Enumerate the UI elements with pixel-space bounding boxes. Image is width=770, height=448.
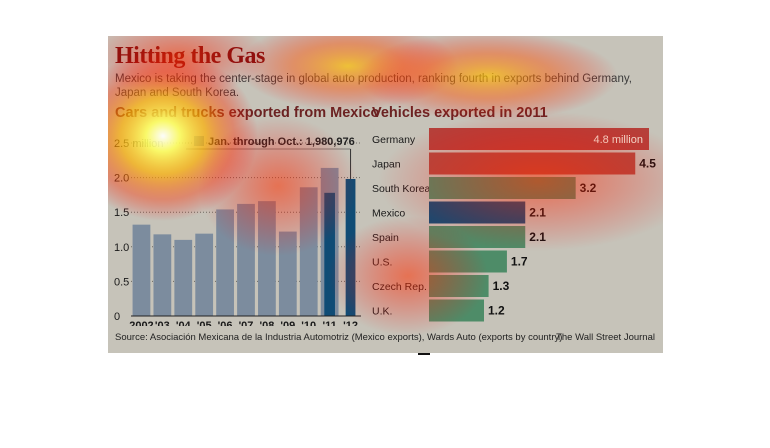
y-tick-label: 0.5 [114,276,129,288]
y-tick-label: 1.0 [114,242,129,254]
bottom-marker [418,353,430,355]
bar-jan-oct [324,192,335,316]
x-tick-label: '09 [280,320,295,326]
x-tick-label: '04 [176,320,192,326]
x-tick-label: '06 [218,320,233,326]
category-label: Mexico [372,208,405,220]
bar-full-year [237,203,255,316]
value-label: 4.8 million [593,134,643,146]
bar-full-year [153,234,172,316]
x-tick-label: '11 [323,320,337,326]
value-label: 1.2 [488,304,505,318]
bar-u-k [429,299,484,322]
x-tick-label: 2002 [129,320,153,326]
right-chart-title: Vehicles exported in 2011 [372,105,548,121]
bar-full-year [299,187,318,316]
value-label: 2.1 [529,206,546,220]
credit: The Wall Street Journal [556,332,655,343]
value-label: 1.3 [493,279,510,293]
legend-swatch [194,136,204,146]
source-note: Source: Asociación Mexicana de la Indust… [115,332,563,343]
bar-spain [429,226,526,248]
bar-full-year [278,231,297,316]
bar-full-year [174,239,193,316]
x-tick-label: '12 [343,320,358,326]
category-label: South Korea [372,183,431,195]
country-exports-bar-chart: Germany 4.8 million Japan 4.5 South Korea 3.2… [372,128,656,322]
headline: Hitting the Gas [115,43,265,69]
bar-mexico [429,201,526,224]
y-tick-label: 0 [114,311,120,323]
category-label: U.K. [372,306,392,318]
y-tick-label: 2.5 million [114,138,164,150]
bar-full-year [258,201,276,316]
bar-full-year [132,224,151,316]
x-tick-label: '08 [259,320,274,326]
value-label: 3.2 [580,181,597,195]
annotation-label: Jan. through Oct.: 1,980,976 [208,136,355,148]
category-label: Czech Rep. [372,281,427,293]
x-tick-label: '10 [301,320,316,326]
bar-japan [429,152,636,175]
x-tick-label: '07 [239,320,254,326]
subtitle: Mexico is taking the center-stage in glo… [115,73,632,99]
bar-jan-oct [345,178,356,316]
x-tick-label: '05 [197,320,212,326]
bar-czech-rep [429,275,489,297]
value-label: 2.1 [529,230,546,244]
y-tick-label: 2.0 [114,173,129,185]
left-chart-title: Cars and trucks exported from Mexico [115,105,380,121]
mexico-exports-bar-chart: 0 0.5 1.0 1.5 2.0 2.5 million 2002'03 '04 '05 '06… [114,136,361,326]
category-label: Germany [372,134,416,146]
value-label: 4.5 [639,157,656,171]
category-label: Spain [372,232,399,244]
bar-u-s [429,250,507,273]
category-label: U.S. [372,257,392,269]
category-label: Japan [372,159,401,171]
value-label: 1.7 [511,255,528,269]
graphic-panel: Hitting the Gas Mexico is taking the cen… [108,36,663,353]
bar-full-year [216,209,234,316]
x-tick-label: '03 [155,320,170,326]
y-tick-label: 1.5 [114,207,129,219]
bar-south-korea [429,177,576,199]
bar-full-year [195,233,214,316]
